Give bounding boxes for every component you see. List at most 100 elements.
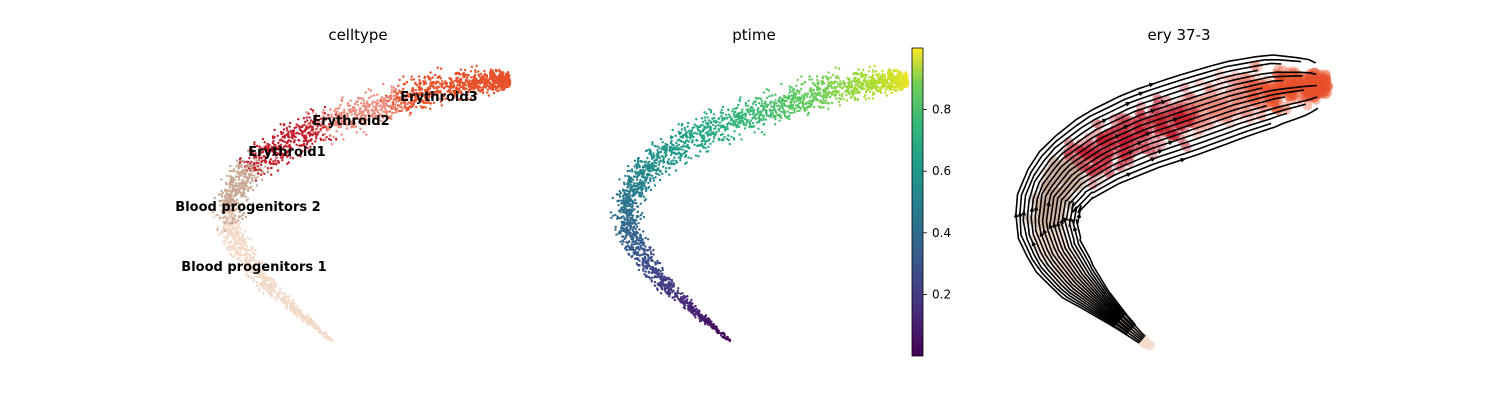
cell-point xyxy=(424,106,427,109)
ptime-point xyxy=(758,102,761,105)
cell-point xyxy=(347,108,350,112)
cell-point xyxy=(218,215,221,218)
cell-point xyxy=(237,182,240,185)
cell-point xyxy=(361,112,364,115)
ptime-point xyxy=(768,95,771,98)
ptime-point xyxy=(715,130,718,134)
cell-point xyxy=(280,152,283,155)
cell-point xyxy=(469,88,472,91)
cell-point xyxy=(384,108,387,112)
cell-point xyxy=(472,88,475,91)
ptime-point xyxy=(864,90,868,94)
cell-point xyxy=(230,195,233,198)
cell-point xyxy=(398,109,401,113)
cell-point xyxy=(481,88,484,91)
ptime-point xyxy=(829,95,832,98)
cell-point xyxy=(406,92,409,95)
ptime-point xyxy=(660,148,664,151)
cell-point xyxy=(440,104,443,107)
cell-point xyxy=(286,162,289,165)
cell-point xyxy=(479,72,483,76)
cell-point xyxy=(235,165,238,168)
ptime-point xyxy=(871,93,875,96)
cell-point xyxy=(296,316,299,319)
cell-point xyxy=(416,92,419,96)
cell-point xyxy=(239,215,242,218)
cell-point xyxy=(274,159,277,162)
cell-point xyxy=(308,123,312,126)
ptime-point xyxy=(663,287,666,291)
ptime-point xyxy=(629,183,632,186)
cell-point xyxy=(486,91,489,94)
cell-point xyxy=(256,172,260,175)
cell-point xyxy=(436,66,439,69)
cell-point xyxy=(432,101,436,105)
ptime-point xyxy=(807,111,810,115)
cell-point xyxy=(286,154,289,158)
cell-point xyxy=(249,258,252,261)
cell-point xyxy=(261,170,264,173)
cell-point xyxy=(276,134,279,137)
ptime-point xyxy=(673,156,676,159)
cell-point xyxy=(243,212,246,215)
cell-point xyxy=(496,77,500,80)
ptime-point xyxy=(770,105,773,108)
ptime-point xyxy=(630,168,634,171)
cell-point xyxy=(282,145,285,149)
cell-point xyxy=(349,120,353,124)
ptime-point xyxy=(657,268,660,271)
cell-point xyxy=(228,244,232,247)
cell-point xyxy=(371,112,375,115)
cell-point xyxy=(279,138,283,141)
ptime-point xyxy=(728,142,732,146)
cell-point xyxy=(329,338,332,341)
cell-point xyxy=(414,96,417,99)
ptime-point xyxy=(672,143,675,147)
ptime-point xyxy=(677,156,680,159)
cell-point xyxy=(346,104,349,107)
cell-point xyxy=(246,149,250,153)
ptime-point xyxy=(680,124,684,127)
cell-point xyxy=(326,129,329,132)
cell-point xyxy=(240,228,243,231)
ptime-point xyxy=(672,162,675,165)
ptime-point xyxy=(824,99,827,102)
cell-point xyxy=(231,177,234,180)
ptime-point xyxy=(880,91,883,95)
cell-point xyxy=(288,298,291,301)
cell-point xyxy=(229,181,232,185)
ptime-point xyxy=(753,100,756,104)
ptime-point xyxy=(808,75,811,78)
ptime-point xyxy=(882,84,885,88)
cluster-label-erythroid2: Erythroid2 xyxy=(312,114,389,129)
ptime-point xyxy=(627,164,630,168)
cell-point xyxy=(261,137,265,141)
cell-point xyxy=(382,110,385,114)
cell-point xyxy=(487,94,491,97)
cell-point xyxy=(289,146,292,150)
cell-point xyxy=(257,169,260,173)
ptime-point xyxy=(624,231,627,234)
ptime-point xyxy=(742,123,746,126)
ptime-point xyxy=(721,138,725,141)
ptime-point xyxy=(637,186,641,189)
ptime-point xyxy=(732,124,736,127)
cell-point xyxy=(461,73,464,76)
cell-point xyxy=(272,286,275,289)
cell-point xyxy=(371,109,374,112)
ptime-point xyxy=(779,100,783,103)
panel-title-celltype: celltype xyxy=(328,26,387,44)
ptime-point xyxy=(656,259,659,263)
cell-point xyxy=(359,97,363,100)
ptime-point xyxy=(636,252,639,256)
cell-point xyxy=(226,189,230,192)
ptime-point xyxy=(709,109,713,112)
cell-point xyxy=(386,110,389,113)
cell-point xyxy=(327,137,331,141)
ptime-point xyxy=(684,149,687,153)
cell-point xyxy=(260,272,263,275)
ptime-point xyxy=(739,120,742,123)
cell-point xyxy=(321,133,325,137)
cell-point xyxy=(274,143,277,147)
cell-point xyxy=(305,127,308,131)
